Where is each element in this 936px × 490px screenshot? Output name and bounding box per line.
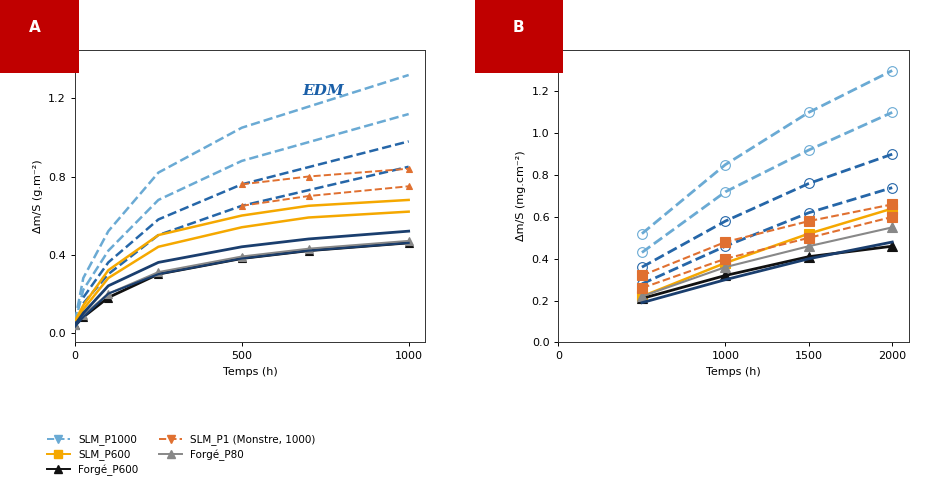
X-axis label: Temps (h): Temps (h): [706, 367, 760, 377]
Text: B: B: [512, 20, 524, 35]
Y-axis label: Δm/S (mg.cm⁻²): Δm/S (mg.cm⁻²): [516, 151, 526, 242]
Y-axis label: Δm/S (g.m⁻²): Δm/S (g.m⁻²): [33, 159, 42, 233]
X-axis label: Temps (h): Temps (h): [223, 367, 277, 377]
Text: A: A: [29, 20, 41, 35]
Text: EDM: EDM: [301, 83, 344, 98]
Legend: SLM_P1000, SLM_P600, Forgé_P600, SLM_P1 (Monstre, 1000), Forgé_P80: SLM_P1000, SLM_P600, Forgé_P600, SLM_P1 …: [43, 430, 319, 480]
